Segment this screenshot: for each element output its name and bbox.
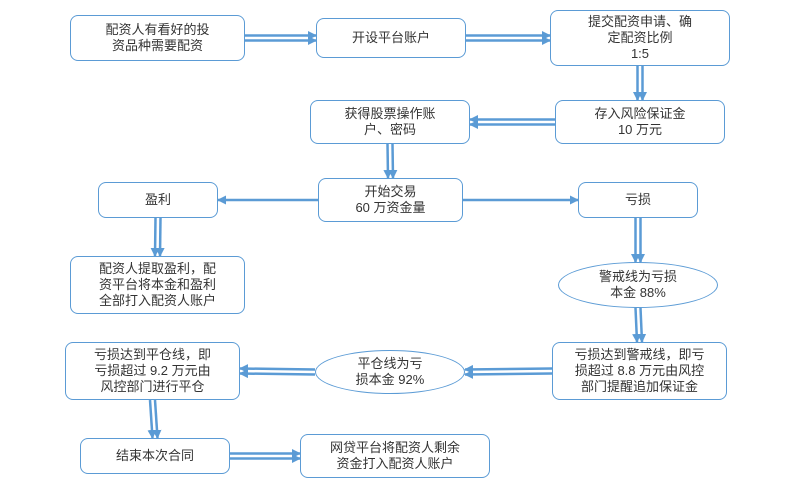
edge [641, 308, 643, 342]
node-n2: 开设平台账户 [316, 18, 466, 58]
node-n6: 开始交易 60 万资金量 [318, 178, 463, 222]
node-n13: 亏损达到平仓线，即 亏损超过 9.2 万元由 风控部门进行平仓 [65, 342, 240, 400]
node-label: 开设平台账户 [352, 30, 430, 46]
node-label: 提交配资申请、确 定配资比例 1:5 [588, 14, 692, 63]
node-label: 存入风险保证金 10 万元 [594, 106, 685, 139]
edge [240, 374, 315, 375]
node-n7: 盈利 [98, 182, 218, 218]
node-label: 获得股票操作账 户、密码 [344, 106, 435, 139]
node-label: 亏损 [625, 192, 651, 208]
edge [465, 369, 552, 370]
edge [160, 218, 161, 256]
node-n14: 结束本次合同 [80, 438, 230, 474]
node-label: 亏损达到平仓线，即 亏损超过 9.2 万元由 风控部门进行平仓 [94, 347, 211, 396]
node-label: 开始交易 60 万资金量 [355, 184, 425, 217]
node-n1: 配资人有看好的投 资品种需要配资 [70, 15, 245, 61]
node-label: 警戒线为亏损 本金 88% [599, 269, 677, 302]
node-label: 结束本次合同 [116, 448, 194, 464]
node-label: 网贷平台将配资人剩余 资金打入配资人账户 [330, 440, 460, 473]
edge [240, 369, 315, 370]
edge [393, 144, 394, 178]
node-n10: 警戒线为亏损 本金 88% [558, 262, 718, 308]
edge [155, 218, 156, 256]
node-n15: 网贷平台将配资人剩余 资金打入配资人账户 [300, 434, 490, 478]
node-label: 亏损达到警戒线，即亏 损超过 8.8 万元由风控 部门提醒追加保证金 [574, 347, 704, 396]
edge [155, 400, 158, 438]
node-n12: 平仓线为亏 损本金 92% [315, 350, 465, 394]
edge [150, 400, 153, 438]
node-n5: 获得股票操作账 户、密码 [310, 100, 470, 144]
node-n9: 配资人提取盈利，配 资平台将本金和盈利 全部打入配资人账户 [70, 256, 245, 314]
node-n3: 提交配资申请、确 定配资比例 1:5 [550, 10, 730, 66]
node-label: 配资人提取盈利，配 资平台将本金和盈利 全部打入配资人账户 [99, 261, 216, 310]
node-label: 盈利 [145, 192, 171, 208]
node-n11: 亏损达到警戒线，即亏 损超过 8.8 万元由风控 部门提醒追加保证金 [552, 342, 727, 400]
node-n4: 存入风险保证金 10 万元 [555, 100, 725, 144]
node-label: 平仓线为亏 损本金 92% [356, 356, 425, 389]
edge [636, 308, 638, 342]
node-label: 配资人有看好的投 资品种需要配资 [105, 22, 209, 55]
node-n8: 亏损 [578, 182, 698, 218]
edge [388, 144, 389, 178]
edge [465, 374, 552, 375]
